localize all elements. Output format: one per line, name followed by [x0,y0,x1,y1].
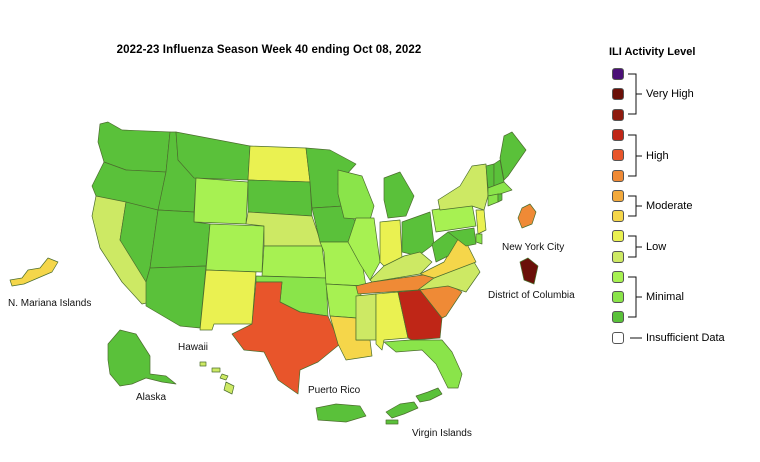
legend-swatch-level-0 [612,271,624,283]
legend-swatch-level-9 [612,88,624,100]
state-north-dakota[interactable] [247,145,311,183]
legend-title: ILI Activity Level [609,46,696,58]
state-massachusetts[interactable] [487,181,513,197]
state-new-york[interactable] [437,163,489,211]
legend-label-insufficient: Insufficient Data [646,332,725,344]
legend-swatch-level-8 [612,109,624,121]
state-wisconsin[interactable] [337,169,375,221]
label-alaska: Alaska [136,392,166,403]
legend-swatch-level-minus-1 [612,291,624,303]
legend-label-high: High [646,150,669,162]
legend-swatch-level-7 [612,129,624,141]
state-new-mexico[interactable] [199,269,257,331]
bracket-minimal [628,276,642,318]
bracket-moderate [628,195,642,217]
legend-swatch-level-3 [612,210,624,222]
label-virgin-islands: Virgin Islands [412,428,472,439]
label-new-york-city: New York City [502,242,564,253]
region-new-york-city[interactable] [517,203,537,229]
state-kansas[interactable] [261,245,327,279]
state-maine[interactable] [499,131,527,181]
legend-swatch-level-2 [612,230,624,242]
region-hawaii[interactable] [199,361,235,395]
bracket-low [628,235,642,258]
bracket-very-high [628,73,642,115]
legend-swatch-insufficient [612,332,624,344]
state-mississippi[interactable] [355,293,377,341]
legend-label-minimal: Minimal [646,291,684,303]
state-maryland[interactable] [447,227,477,247]
legend-swatch-level-5 [612,170,624,182]
label-hawaii: Hawaii [178,342,208,353]
region-puerto-rico[interactable] [315,403,367,423]
region-alaska[interactable] [107,329,177,387]
region-n-mariana-islands[interactable] [9,257,59,287]
state-new-jersey[interactable] [475,209,487,235]
region-district-of-columbia[interactable] [519,257,539,285]
map-title: 2022-23 Influenza Season Week 40 ending … [116,44,422,56]
label-district-of-columbia: District of Columbia [488,290,575,301]
label-n-mariana-islands: N. Mariana Islands [8,298,91,309]
us-ili-map: New York City District of Columbia N. Ma… [8,121,575,439]
state-ohio[interactable] [401,211,435,257]
legend-swatch-level-6 [612,149,624,161]
region-virgin-islands[interactable] [385,387,443,425]
legend-label-very-high: Very High [646,88,694,100]
legend-brackets [628,73,642,339]
state-virginia[interactable] [419,237,477,279]
legend-swatch-level-10 [612,68,624,80]
state-florida[interactable] [383,339,463,389]
state-south-dakota[interactable] [247,179,313,217]
legend-swatch-level-minus-2 [612,311,624,323]
state-texas[interactable] [231,281,341,395]
state-west-virginia[interactable] [431,231,461,263]
state-montana[interactable] [175,131,251,181]
label-puerto-rico: Puerto Rico [308,385,361,396]
legend-label-moderate: Moderate [646,200,693,212]
state-colorado[interactable] [205,223,265,273]
state-michigan[interactable] [383,171,415,219]
state-delaware[interactable] [475,233,483,245]
legend-swatch-level-4 [612,190,624,202]
state-arizona[interactable] [145,265,207,329]
legend-swatch-level-1 [612,251,624,263]
bracket-high [628,134,642,177]
state-wyoming[interactable] [193,177,249,225]
state-connecticut[interactable] [487,193,499,207]
legend-label-low: Low [646,241,667,253]
state-rhode-island[interactable] [497,193,503,203]
